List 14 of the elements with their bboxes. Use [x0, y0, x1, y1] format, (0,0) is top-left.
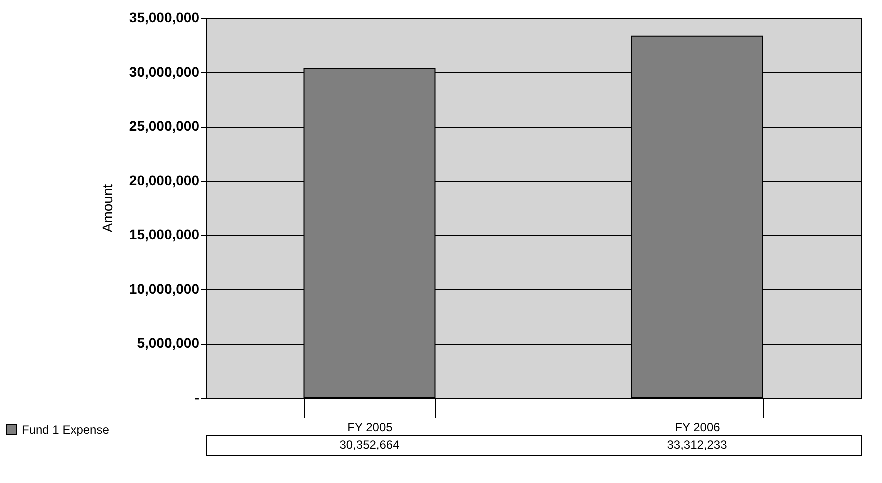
y-tick-label: 25,000,000	[129, 118, 200, 134]
y-tick-label: 10,000,000	[129, 280, 200, 297]
data-label: 33,312,233	[667, 438, 728, 452]
data-label: 30,352,664	[340, 438, 400, 452]
y-axis-title: Amount	[99, 184, 116, 233]
legend-label: Fund 1 Expense	[22, 423, 110, 437]
y-tick-label: -	[194, 390, 200, 406]
y-tick-label: 30,000,000	[129, 64, 200, 80]
y-tick-label: 35,000,000	[129, 10, 200, 26]
y-tick-label: 15,000,000	[129, 226, 200, 243]
y-tick-label: 5,000,000	[137, 335, 200, 352]
y-tick-label: 20,000,000	[129, 172, 200, 188]
x-tick-label: FY 2006	[675, 420, 721, 434]
x-tick-label: FY 2005	[348, 420, 394, 434]
